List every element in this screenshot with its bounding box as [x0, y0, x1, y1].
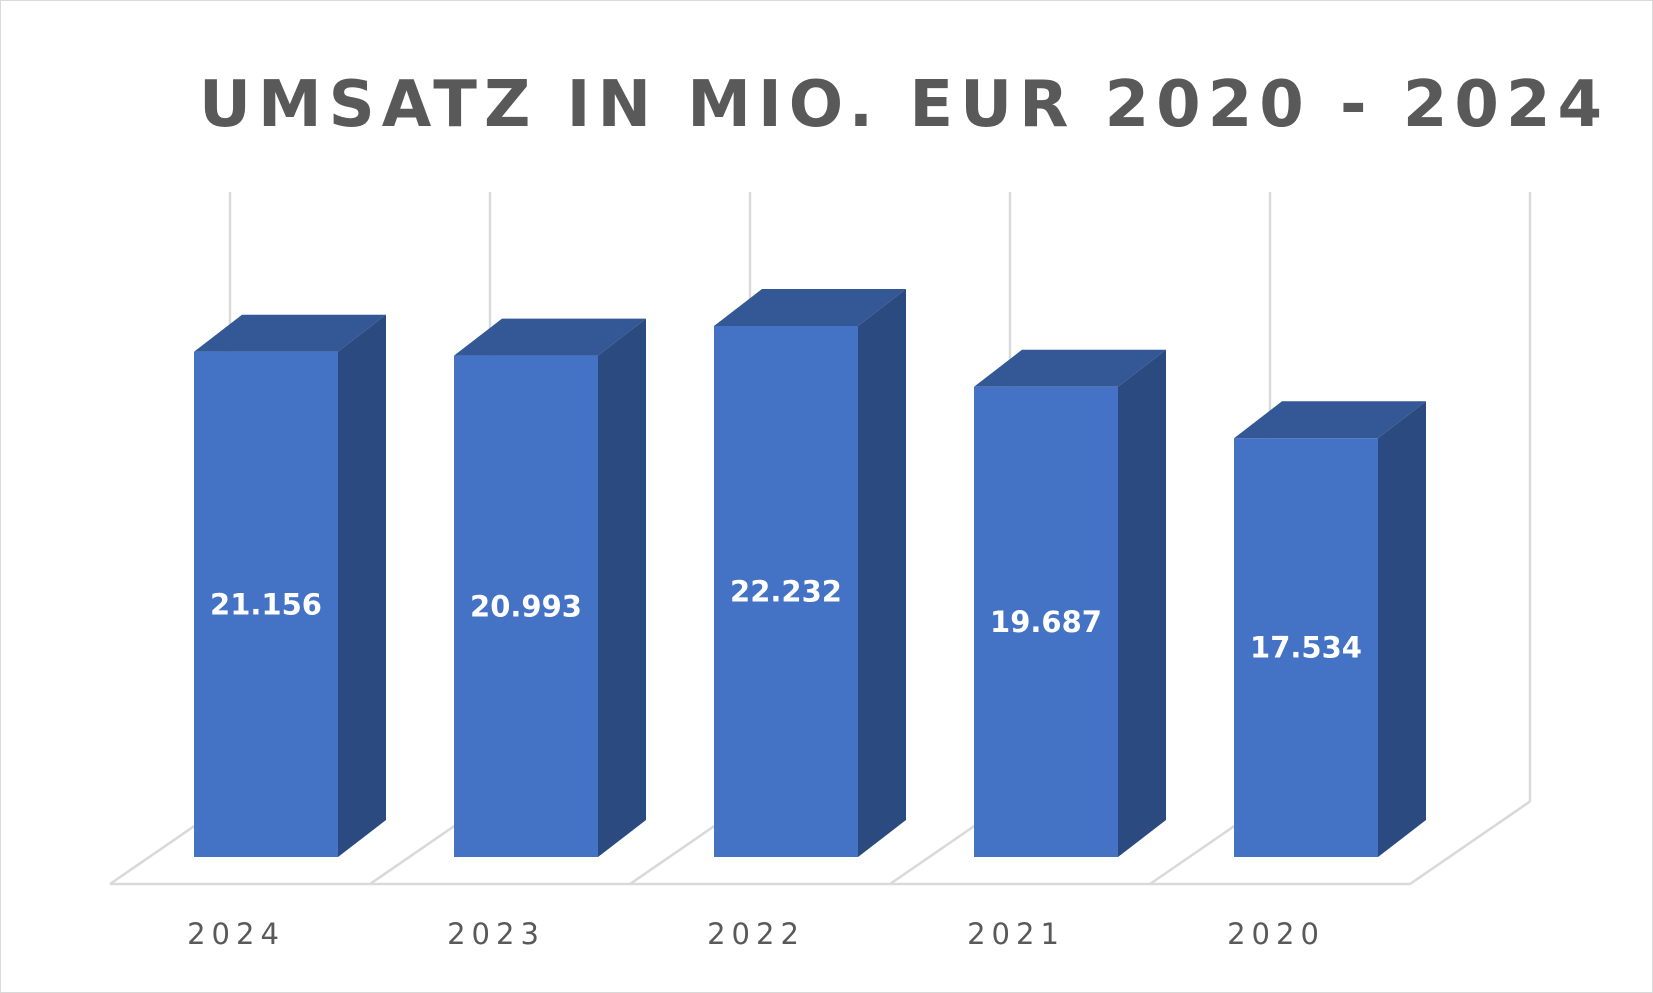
- category-label: 2020: [1227, 917, 1325, 951]
- chart-title: UMSATZ IN MIO. EUR 2020 - 2024: [198, 68, 1610, 142]
- data-label: 21.156: [210, 587, 322, 621]
- bars-layer: [194, 289, 1426, 857]
- bar: [714, 326, 858, 857]
- bar-top: [974, 349, 1166, 387]
- category-label: 2023: [447, 917, 545, 951]
- labels-layer: 21.156 2024 20.993 2023 22.232 2022 19.687 2021…: [187, 575, 1362, 952]
- bar-side: [338, 314, 386, 857]
- data-label: 19.687: [990, 605, 1102, 639]
- bar-top: [454, 318, 646, 356]
- bar: [194, 351, 338, 857]
- bar-side: [1118, 349, 1166, 857]
- bar: [1234, 438, 1378, 857]
- category-label: 2021: [967, 917, 1065, 951]
- category-label: 2024: [187, 917, 285, 951]
- data-label: 20.993: [470, 589, 582, 623]
- bar-top: [714, 289, 906, 326]
- bar: [974, 386, 1118, 857]
- bar-top: [194, 314, 386, 352]
- bar-side: [858, 289, 906, 857]
- data-label: 17.534: [1250, 631, 1362, 665]
- bar-side: [1378, 401, 1426, 857]
- data-label: 22.232: [730, 575, 842, 609]
- bar: [454, 355, 598, 857]
- bar-side: [598, 318, 646, 857]
- bar-top: [1234, 401, 1426, 439]
- category-label: 2022: [707, 917, 805, 951]
- floor-outline: [110, 800, 1531, 886]
